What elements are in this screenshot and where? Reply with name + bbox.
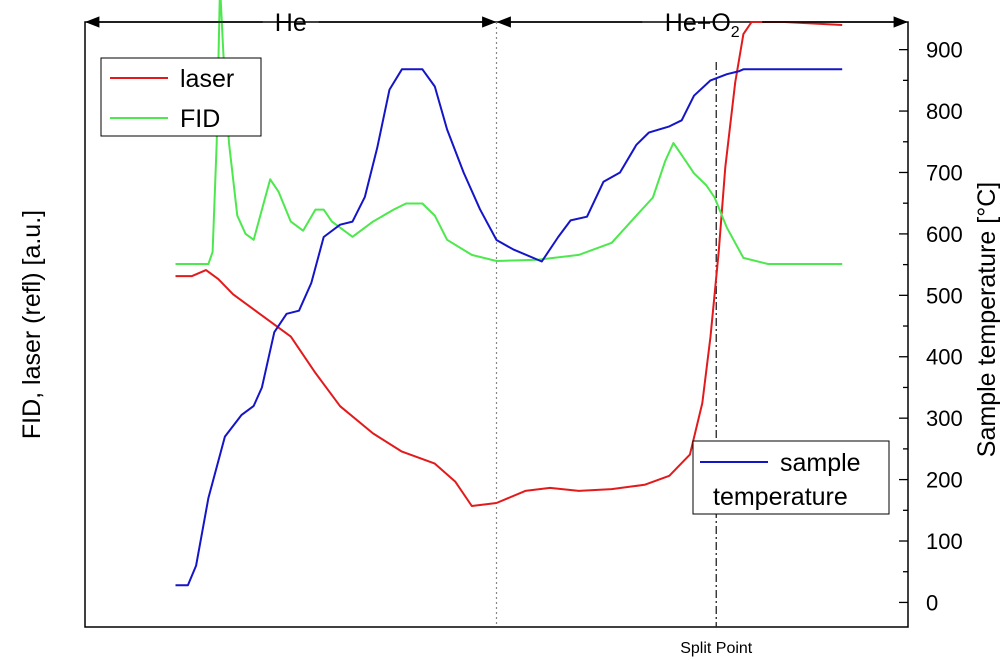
y-axis-right-tick-label: 500 bbox=[926, 283, 963, 308]
region-label-he-o2-main: He+O bbox=[665, 9, 731, 37]
region-arrowhead-he-end bbox=[482, 16, 497, 28]
y-axis-right-tick-label: 200 bbox=[926, 468, 963, 493]
y-axis-right-tick-label: 700 bbox=[926, 160, 963, 185]
legend-top-left-box bbox=[100, 57, 262, 137]
split-point-label: Split Point bbox=[680, 640, 753, 657]
region-label-he: He bbox=[275, 9, 307, 37]
plot-area bbox=[84, 0, 909, 628]
legend-label-temperature: temperature bbox=[713, 483, 848, 511]
region-arrowhead-he-o2-start bbox=[496, 16, 511, 28]
legend-label-fid: FID bbox=[180, 105, 220, 133]
series-line-sample-temperature bbox=[175, 68, 843, 587]
region-label-he-o2-subscript: 2 bbox=[731, 24, 740, 41]
y-axis-right-tick-label: 300 bbox=[926, 406, 963, 431]
series-line-fid bbox=[175, 0, 843, 265]
y-axis-right-tick-label: 100 bbox=[926, 529, 963, 554]
legend-label-laser: laser bbox=[180, 65, 234, 93]
series-line-laser bbox=[175, 21, 843, 507]
y-axis-right-tick-label: 900 bbox=[926, 38, 963, 63]
legend-top-left: laser FID bbox=[100, 57, 262, 137]
y-axis-right-tick-label: 400 bbox=[926, 345, 963, 370]
y-axis-right-tick-label: 0 bbox=[926, 590, 938, 615]
y-axis-left-title: FID, laser (refl) [a.u.] bbox=[18, 210, 46, 439]
legend-label-sample: sample bbox=[780, 449, 861, 477]
legend-bottom-right: sample temperature bbox=[692, 440, 890, 515]
region-arrowhead-he-start bbox=[85, 16, 100, 28]
region-arrowhead-he-o2-end bbox=[893, 16, 908, 28]
y-axis-right-tick-label: 800 bbox=[926, 99, 963, 124]
region-label-he-o2: He+O2 bbox=[665, 9, 740, 41]
y-axis-right-title: Sample temperature [°C] bbox=[973, 182, 1001, 457]
legend-bottom-right-box bbox=[692, 440, 890, 515]
y-axis-right-tick-label: 600 bbox=[926, 222, 963, 247]
